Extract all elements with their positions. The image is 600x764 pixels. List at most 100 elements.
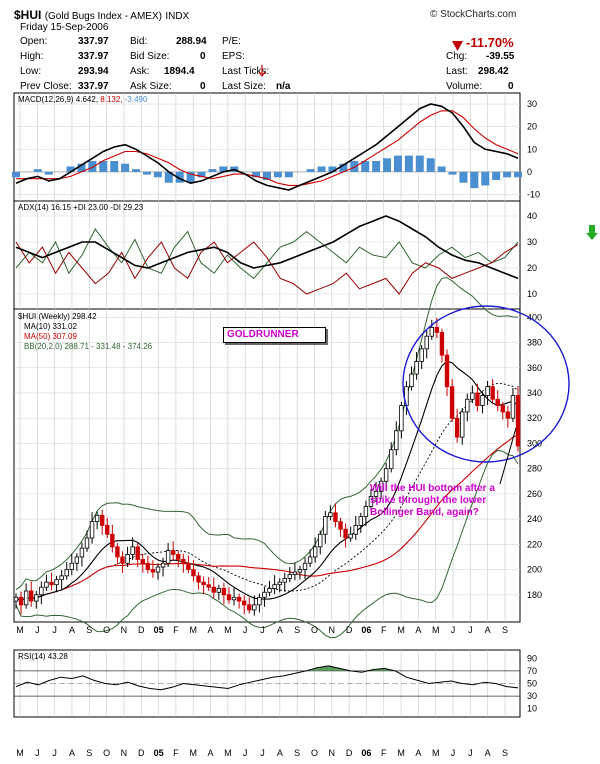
- green-arrow-icon: [586, 225, 598, 246]
- rsi-plot: [14, 665, 520, 697]
- candle-body: [196, 575, 201, 583]
- candle-body: [150, 569, 156, 573]
- macd-histogram-bar: [361, 161, 370, 172]
- candle-body: [29, 590, 34, 602]
- macd-histogram-bar: [437, 166, 446, 172]
- candle-body: [348, 533, 353, 539]
- y-tick-label: 280: [527, 464, 542, 474]
- candle-body: [160, 562, 166, 568]
- candle-body: [454, 417, 460, 438]
- macd-histogram-bar: [132, 169, 141, 172]
- x-tick-label: S: [502, 625, 508, 635]
- x-tick-label: F: [173, 625, 179, 635]
- candle-body: [155, 566, 161, 573]
- price-panel: [13, 308, 521, 623]
- candle-body: [343, 528, 348, 539]
- brand-label: © StockCharts.com: [430, 9, 517, 20]
- candle-body: [510, 395, 516, 419]
- candle-body: [287, 574, 293, 579]
- candle-body: [18, 596, 24, 606]
- candle-body: [201, 581, 206, 586]
- candle-body: [429, 326, 434, 337]
- candle-body: [480, 395, 485, 406]
- x-tick-label: O: [103, 748, 110, 758]
- macd-histogram-bar: [481, 171, 490, 186]
- x-tick-label: N: [121, 748, 128, 758]
- x-tick-label: A: [485, 625, 491, 635]
- y-tick-label: 360: [527, 363, 542, 373]
- candle-body: [297, 569, 303, 573]
- y-tick-label: 90: [527, 653, 537, 663]
- price-label: $HUI (Weekly) 298.42: [18, 312, 97, 321]
- x-tick-label: M: [224, 748, 232, 758]
- candle-body: [84, 537, 90, 549]
- y-tick-label: 260: [527, 489, 542, 499]
- candle-body: [282, 577, 287, 583]
- candle-body: [399, 405, 404, 432]
- y-tick-label: 40: [527, 211, 537, 221]
- x-tick-label: 06: [361, 748, 371, 758]
- candle-body: [115, 546, 120, 558]
- macd-histogram-bar: [426, 158, 435, 172]
- x-tick-label: J: [52, 625, 57, 635]
- candle-body: [363, 506, 369, 517]
- candle-body: [470, 392, 475, 400]
- candle-body: [130, 546, 135, 555]
- macd-histogram-bar: [317, 166, 326, 172]
- macd-histogram-bar: [306, 169, 315, 172]
- x-tick-label: O: [103, 625, 110, 635]
- candle-body: [394, 430, 399, 451]
- y-tick-label: 0: [527, 167, 532, 177]
- x-tick-label: J: [468, 625, 473, 635]
- candle-body: [241, 600, 247, 606]
- macd-histogram-bar: [372, 161, 381, 172]
- candle-body: [100, 514, 105, 526]
- candle-body: [515, 395, 521, 447]
- macd-histogram-bar: [492, 171, 501, 181]
- macd-histogram-bar: [470, 171, 479, 189]
- candle-body: [257, 596, 262, 606]
- candle-body: [59, 575, 64, 581]
- last-size-value: n/a: [276, 81, 291, 92]
- candle-body: [140, 559, 145, 564]
- adx-plot: [14, 215, 520, 295]
- candle-body: [54, 579, 59, 586]
- candle-body: [120, 556, 125, 564]
- macd-histogram-bar: [263, 171, 271, 181]
- candle-body: [485, 386, 490, 396]
- x-tick-label: A: [485, 748, 491, 758]
- x-tick-label: J: [451, 625, 456, 635]
- y-tick-label: 180: [527, 590, 542, 600]
- x-tick-label: M: [189, 748, 197, 758]
- adx-panel: [13, 200, 521, 310]
- candle-body: [145, 562, 151, 570]
- x-tick-label: M: [16, 625, 24, 635]
- ask-value: 1894.4: [164, 66, 195, 77]
- adx-label: ADX(14) 16.15 +DI 23.00 -DI 29.23: [18, 203, 144, 212]
- candle-body: [419, 348, 424, 362]
- x-tick-label: D: [138, 748, 145, 758]
- candle-body: [105, 525, 110, 535]
- y-tick-label: 340: [527, 388, 542, 398]
- candle-body: [323, 516, 328, 535]
- x-tick-label: O: [311, 748, 318, 758]
- x-tick-label: A: [415, 625, 421, 635]
- x-tick-label: F: [381, 748, 387, 758]
- macd-line: [15, 103, 519, 191]
- macd-histogram-bar: [252, 171, 261, 178]
- x-tick-label: J: [243, 625, 248, 635]
- last-value: 298.42: [478, 66, 509, 77]
- ma50-label: MA(50) 307.09: [24, 332, 77, 341]
- candle-body: [368, 495, 374, 507]
- di-plus-line: [15, 228, 519, 280]
- goldrunner-label: GOLDRUNNER: [223, 327, 326, 343]
- x-axis-labels-top: M J J A S O N D 05 F M A M J J A S O N D 06 F M A M J J A S: [16, 625, 508, 635]
- volume-value: 0: [508, 81, 514, 92]
- macd-histogram-bar: [448, 171, 457, 175]
- macd-histogram-bar: [383, 158, 392, 172]
- x-tick-label: F: [381, 625, 387, 635]
- macd-histogram-bar: [393, 155, 402, 172]
- prev-close-value: 337.97: [78, 81, 109, 92]
- highlight-circle: [402, 305, 570, 463]
- candle-body: [247, 604, 252, 611]
